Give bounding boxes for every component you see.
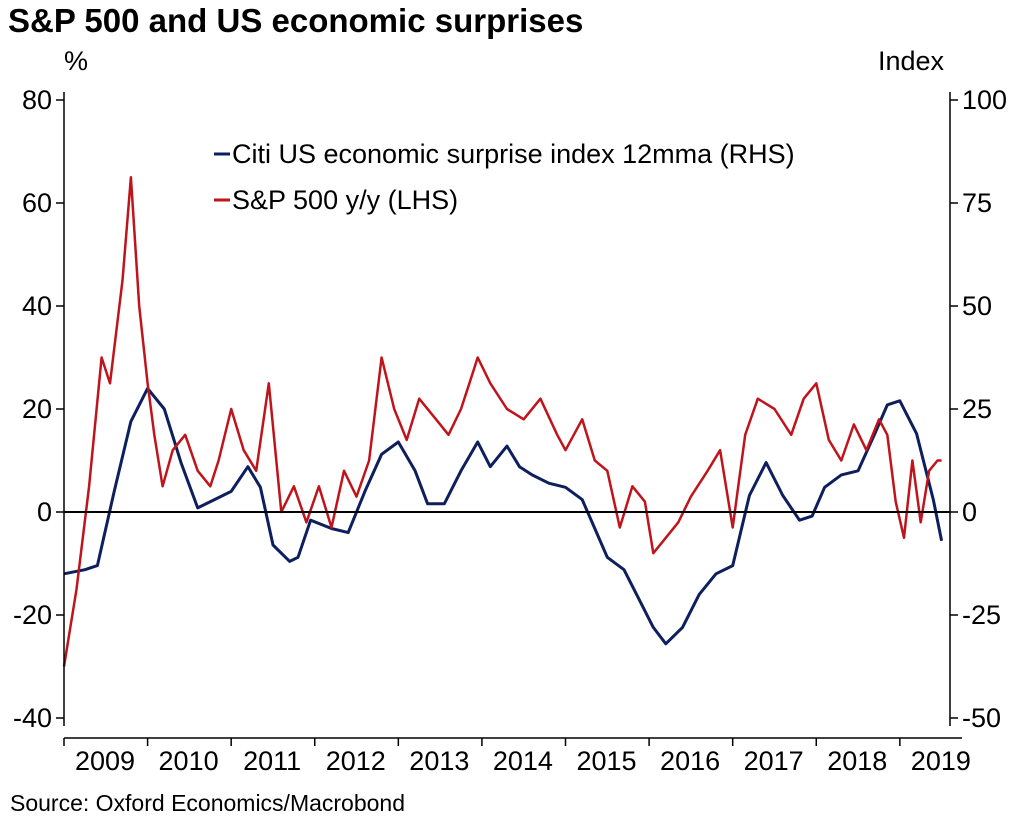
left-axis-tick-label: 20 [22, 394, 52, 424]
x-axis-tick-label: 2017 [744, 746, 804, 776]
x-axis-tick-label: 2009 [75, 746, 135, 776]
left-axis-tick-label: 0 [37, 497, 52, 527]
left-axis-unit: % [64, 46, 89, 76]
sp500-yoy-line [62, 176, 942, 667]
left-axis-tick-label: -20 [13, 600, 52, 630]
right-axis-tick-label: 25 [962, 394, 992, 424]
x-axis-tick-label: 2019 [911, 746, 971, 776]
chart-title: S&P 500 and US economic surprises [8, 2, 584, 39]
x-axis-tick-label: 2011 [243, 746, 301, 776]
right-axis-tick-label: -50 [962, 703, 1001, 733]
x-axis-tick-label: 2010 [159, 746, 219, 776]
right-axis-unit: Index [878, 46, 945, 76]
right-axis-tick-label: -25 [962, 600, 1001, 630]
x-axis-tick-label: 2013 [409, 746, 469, 776]
x-axis-tick-label: 2015 [576, 746, 636, 776]
right-axis-tick-label: 0 [962, 497, 977, 527]
right-axis-tick-label: 50 [962, 291, 992, 321]
x-axis-tick-label: 2016 [660, 746, 720, 776]
x-axis-tick-label: 2018 [827, 746, 887, 776]
series-layer [62, 176, 944, 667]
axes-layer: -40 -20 0 20 40 60 80 -50 -25 0 25 50 75 100 2009 2010 2… [13, 85, 1007, 776]
source-note: Source: Oxford Economics/Macrobond [10, 790, 406, 816]
left-axis-tick-label: 80 [22, 85, 52, 115]
left-axis-tick-label: 60 [22, 188, 52, 218]
x-axis-tick-label: 2012 [326, 746, 386, 776]
right-axis-tick-label: 100 [962, 85, 1007, 115]
surprise-index-line [63, 386, 944, 646]
left-axis-tick-label: 40 [22, 291, 52, 321]
legend-label: S&P 500 y/y (LHS) [232, 185, 458, 215]
legend: Citi US economic surprise index 12mma (R… [214, 139, 795, 215]
left-axis-tick-label: -40 [13, 703, 52, 733]
legend-label: Citi US economic surprise index 12mma (R… [232, 139, 795, 169]
right-axis-tick-label: 75 [962, 188, 992, 218]
x-axis-tick-label: 2014 [493, 746, 553, 776]
